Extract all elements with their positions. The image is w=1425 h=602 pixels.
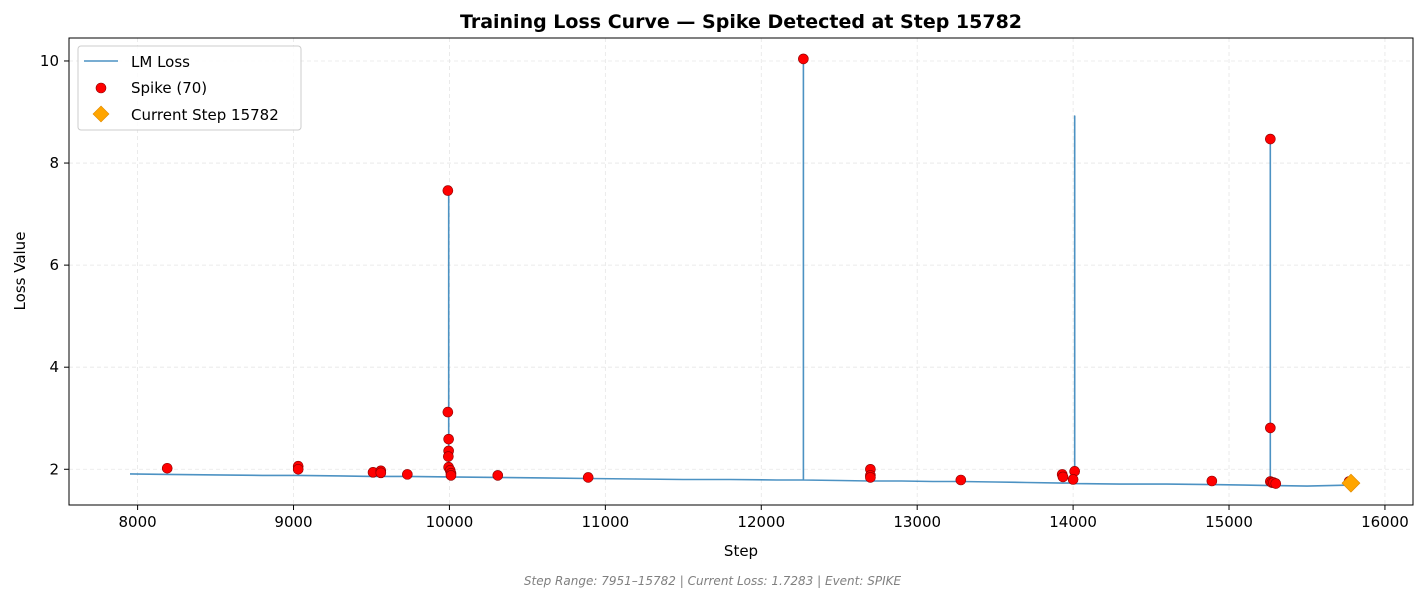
spike-point — [1270, 478, 1282, 489]
x-axis-label: Step — [724, 542, 758, 560]
spike-point — [443, 433, 454, 445]
spike-point — [955, 474, 967, 486]
y-tick-label: 6 — [49, 256, 59, 274]
legend-box — [77, 45, 302, 131]
y-tick-label: 4 — [49, 358, 59, 376]
spike-point — [492, 470, 504, 481]
spike-point — [1057, 471, 1069, 483]
x-tick-label: 15000 — [1205, 513, 1253, 531]
y-tick-label: 10 — [40, 52, 59, 70]
x-tick-label: 14000 — [1049, 513, 1097, 531]
spike-point — [1265, 133, 1276, 145]
chart-title: Training Loss Curve — Spike Detected at … — [460, 11, 1022, 33]
x-tick-label: 11000 — [581, 513, 629, 531]
x-tick-label: 8000 — [119, 513, 157, 531]
spike-point — [442, 406, 454, 418]
spike-point — [443, 451, 454, 462]
y-axis-ticks: 2 4 6 8 10 — [40, 52, 69, 478]
spike-point — [865, 472, 876, 483]
x-tick-label: 12000 — [737, 513, 785, 531]
lm-loss-line — [129, 57, 1351, 487]
y-tick-label: 8 — [49, 154, 59, 172]
x-axis-ticks: 8000 9000 10000 11000 12000 13000 14000 15000 16… — [119, 505, 1409, 531]
footer-summary: Step Range: 7951–15782 | Current Loss: 1… — [523, 574, 902, 588]
spike-point — [292, 463, 304, 475]
x-tick-label: 13000 — [893, 513, 941, 531]
spike-point — [1067, 474, 1079, 485]
spike-point — [445, 470, 457, 481]
spike-point — [1265, 422, 1276, 434]
plot-frame — [68, 37, 1414, 506]
spike-point — [582, 472, 594, 483]
spike-point — [375, 467, 387, 479]
y-tick-label: 2 — [49, 460, 59, 478]
legend-spike-swatch — [95, 82, 107, 94]
plot-area — [129, 53, 1361, 493]
legend-label-spike: Spike (70) — [131, 79, 207, 97]
current-step-marker — [1341, 473, 1361, 493]
x-tick-label: 16000 — [1361, 513, 1409, 531]
legend: LM Loss Spike (70) Current Step 15782 — [77, 45, 302, 131]
x-tick-label: 9000 — [274, 513, 312, 531]
y-axis-label: Loss Value — [11, 232, 29, 311]
spike-point — [161, 462, 173, 474]
spike-point — [798, 53, 809, 65]
legend-current-swatch — [92, 105, 110, 123]
spike-point — [402, 469, 413, 480]
x-tick-label: 10000 — [426, 513, 474, 531]
spike-point — [442, 185, 454, 196]
legend-label-lm-loss: LM Loss — [131, 53, 190, 71]
legend-label-current: Current Step 15782 — [131, 106, 279, 124]
spike-point — [1206, 475, 1218, 487]
